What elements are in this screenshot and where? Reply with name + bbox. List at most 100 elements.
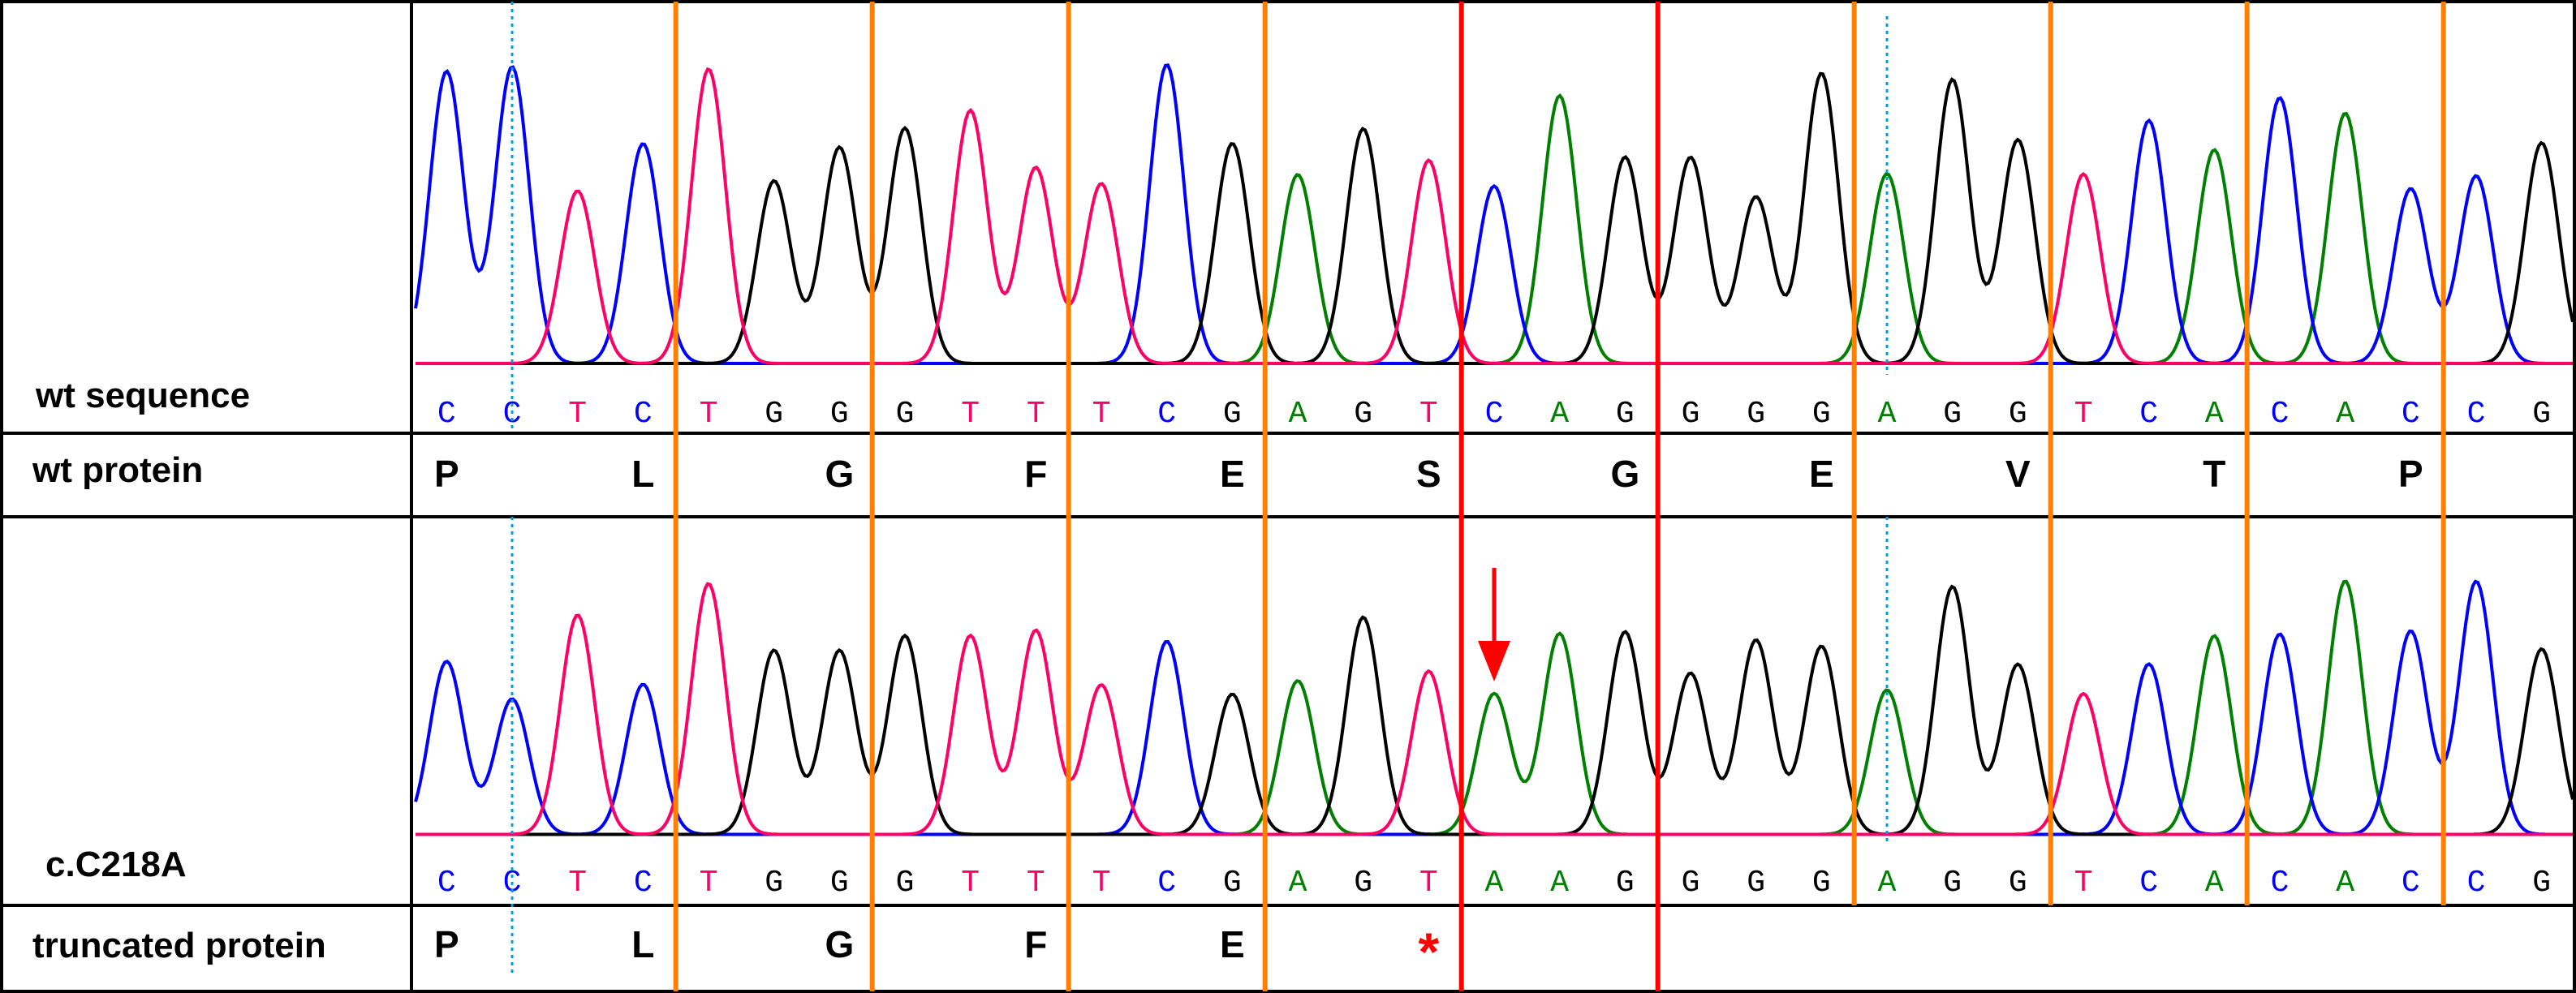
base-call: T bbox=[700, 397, 718, 432]
base-call: C bbox=[2271, 866, 2290, 901]
base-call: G bbox=[765, 866, 783, 901]
stop-codon-marker: * bbox=[1418, 922, 1439, 982]
base-call: C bbox=[2467, 397, 2486, 432]
base-call: C bbox=[2402, 866, 2420, 901]
base-call: G bbox=[1223, 397, 1242, 432]
base-call: C bbox=[2402, 397, 2420, 432]
base-call: C bbox=[2139, 866, 2158, 901]
base-call: G bbox=[1682, 397, 1700, 432]
base-call: G bbox=[2009, 397, 2027, 432]
amino-acid: T bbox=[2203, 453, 2225, 495]
amino-acid: V bbox=[2005, 453, 2031, 495]
base-call: A bbox=[1878, 397, 1897, 432]
dotted-markers bbox=[510, 2, 1889, 974]
base-call: G bbox=[1616, 397, 1635, 432]
base-call: C bbox=[2271, 397, 2290, 432]
base-call: G bbox=[896, 866, 915, 901]
amino-acid: P bbox=[434, 453, 459, 495]
base-call: T bbox=[700, 866, 718, 901]
arrow-head bbox=[1478, 641, 1510, 681]
base-call: G bbox=[1747, 397, 1765, 432]
base-call: G bbox=[1223, 866, 1242, 901]
base-call: G bbox=[765, 397, 783, 432]
base-call: T bbox=[568, 866, 587, 901]
base-call: A bbox=[1878, 866, 1897, 901]
base-call: T bbox=[2074, 397, 2093, 432]
amino-acid: E bbox=[1220, 923, 1245, 965]
base-call: C bbox=[1157, 866, 1176, 901]
amino-acid: L bbox=[631, 923, 654, 965]
base-call: G bbox=[2532, 866, 2551, 901]
wt-chromatogram-traces bbox=[414, 63, 2574, 365]
base-call: A bbox=[1289, 866, 1307, 901]
amino-acid: L bbox=[631, 453, 654, 495]
base-call: C bbox=[437, 866, 456, 901]
truncated-protein-label: truncated protein bbox=[32, 926, 326, 965]
amino-acid: G bbox=[1610, 453, 1639, 495]
base-call: T bbox=[1027, 397, 1045, 432]
codon-dividers bbox=[673, 2, 2446, 991]
base-call: G bbox=[1943, 866, 1962, 901]
amino-acid: F bbox=[1024, 453, 1047, 495]
base-call: G bbox=[2532, 397, 2551, 432]
base-call: C bbox=[1485, 397, 1504, 432]
base-call: A bbox=[1289, 397, 1307, 432]
base-call: C bbox=[503, 397, 522, 432]
wt-sequence-label: wt sequence bbox=[35, 376, 250, 415]
amino-acid: F bbox=[1024, 923, 1047, 965]
base-call: A bbox=[2336, 397, 2354, 432]
base-call: T bbox=[1092, 397, 1111, 432]
base-call: T bbox=[2074, 866, 2093, 901]
truncated-amino-acids: P L G F E * bbox=[434, 922, 1440, 982]
base-call: A bbox=[1550, 866, 1569, 901]
trace-T bbox=[416, 582, 2573, 836]
base-call: G bbox=[830, 397, 849, 432]
base-call: T bbox=[1092, 866, 1111, 901]
base-call: G bbox=[1812, 397, 1831, 432]
base-call: G bbox=[830, 866, 849, 901]
base-call: T bbox=[568, 397, 587, 432]
base-call: A bbox=[2336, 866, 2354, 901]
base-call: G bbox=[1943, 397, 1962, 432]
base-call: C bbox=[634, 397, 653, 432]
amino-acid: S bbox=[1416, 453, 1441, 495]
base-call: C bbox=[1157, 397, 1176, 432]
mutant-chromatogram-traces bbox=[414, 579, 2574, 836]
base-call: G bbox=[1354, 866, 1372, 901]
amino-acid: G bbox=[825, 923, 854, 965]
trace-T bbox=[416, 67, 2573, 365]
base-call: G bbox=[1616, 866, 1635, 901]
amino-acid: G bbox=[825, 453, 854, 495]
base-call: G bbox=[1747, 866, 1765, 901]
base-call: G bbox=[2009, 866, 2027, 901]
base-call: T bbox=[1419, 866, 1438, 901]
base-call: A bbox=[1485, 866, 1504, 901]
base-call: A bbox=[2205, 397, 2224, 432]
base-call: T bbox=[961, 397, 980, 432]
mutant-base-calls: CCTCTGGGTTTCGAGTAAGGGGAGGTCACACCG bbox=[437, 866, 2551, 901]
base-call: C bbox=[2139, 397, 2158, 432]
amino-acid: P bbox=[2398, 453, 2423, 495]
base-call: T bbox=[961, 866, 980, 901]
mutant-sequence-label: c.C218A bbox=[45, 845, 187, 884]
amino-acid: P bbox=[434, 923, 459, 965]
base-call: T bbox=[1419, 397, 1438, 432]
base-call: C bbox=[634, 866, 653, 901]
base-call: C bbox=[437, 397, 456, 432]
amino-acid: E bbox=[1220, 453, 1245, 495]
base-call: G bbox=[896, 397, 915, 432]
mutation-arrow bbox=[1478, 568, 1510, 681]
base-call: G bbox=[1682, 866, 1700, 901]
wt-protein-label: wt protein bbox=[32, 450, 203, 490]
amino-acid: E bbox=[1809, 453, 1834, 495]
base-call: G bbox=[1354, 397, 1372, 432]
base-call: C bbox=[2467, 866, 2486, 901]
base-call: T bbox=[1027, 866, 1045, 901]
base-call: A bbox=[2205, 866, 2224, 901]
base-call: A bbox=[1550, 397, 1569, 432]
